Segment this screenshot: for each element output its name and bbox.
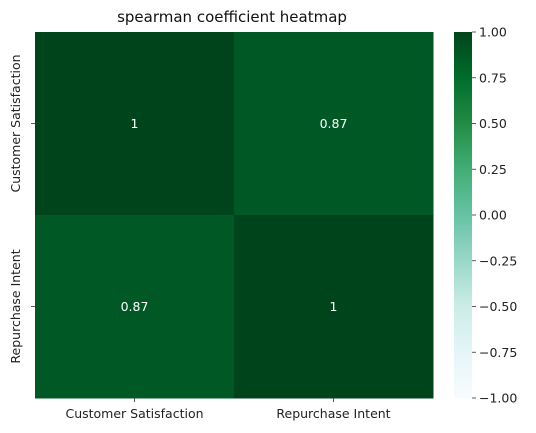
heatmap-cell xyxy=(35,32,235,216)
y-tick-label: Repurchase Intent xyxy=(8,249,23,363)
colorbar-ticks: 1.00 0.75 0.50 0.25 0.00 −0.25 −0.50 −0.75 −1.00 xyxy=(472,25,517,406)
x-axis: Customer Satisfaction Repurchase Intent xyxy=(65,398,391,421)
cell-value-label: 0.87 xyxy=(320,116,348,131)
colorbar xyxy=(454,32,472,398)
colorbar-tick-label: 1.00 xyxy=(479,25,507,40)
colorbar-tick-label: −0.75 xyxy=(479,345,517,360)
colorbar-tick-label: 0.50 xyxy=(479,116,507,131)
colorbar-tick-label: 0.75 xyxy=(479,70,507,85)
colorbar-tick-label: 0.25 xyxy=(479,162,507,177)
x-tick-label: Customer Satisfaction xyxy=(65,406,203,421)
cell-value-label: 0.87 xyxy=(121,299,149,314)
colorbar-tick-label: −0.50 xyxy=(479,299,517,314)
cell-value-label: 1 xyxy=(131,116,139,131)
heatmap-cell xyxy=(234,215,434,399)
colorbar-tick-label: −0.25 xyxy=(479,253,517,268)
y-axis: Customer Satisfaction Repurchase Intent xyxy=(8,54,35,364)
chart-title: spearman coefficient heatmap xyxy=(117,8,347,26)
heatmap-cell xyxy=(35,215,235,399)
heatmap-cells xyxy=(35,32,434,399)
x-tick-label: Repurchase Intent xyxy=(276,406,390,421)
colorbar-tick-label: −1.00 xyxy=(479,391,517,406)
cell-value-label: 1 xyxy=(330,299,338,314)
heatmap-cell-labels: 1 0.87 0.87 1 xyxy=(121,116,348,314)
heatmap-cell xyxy=(234,32,434,216)
colorbar-tick-label: 0.00 xyxy=(479,208,507,223)
y-tick-label: Customer Satisfaction xyxy=(8,54,23,192)
